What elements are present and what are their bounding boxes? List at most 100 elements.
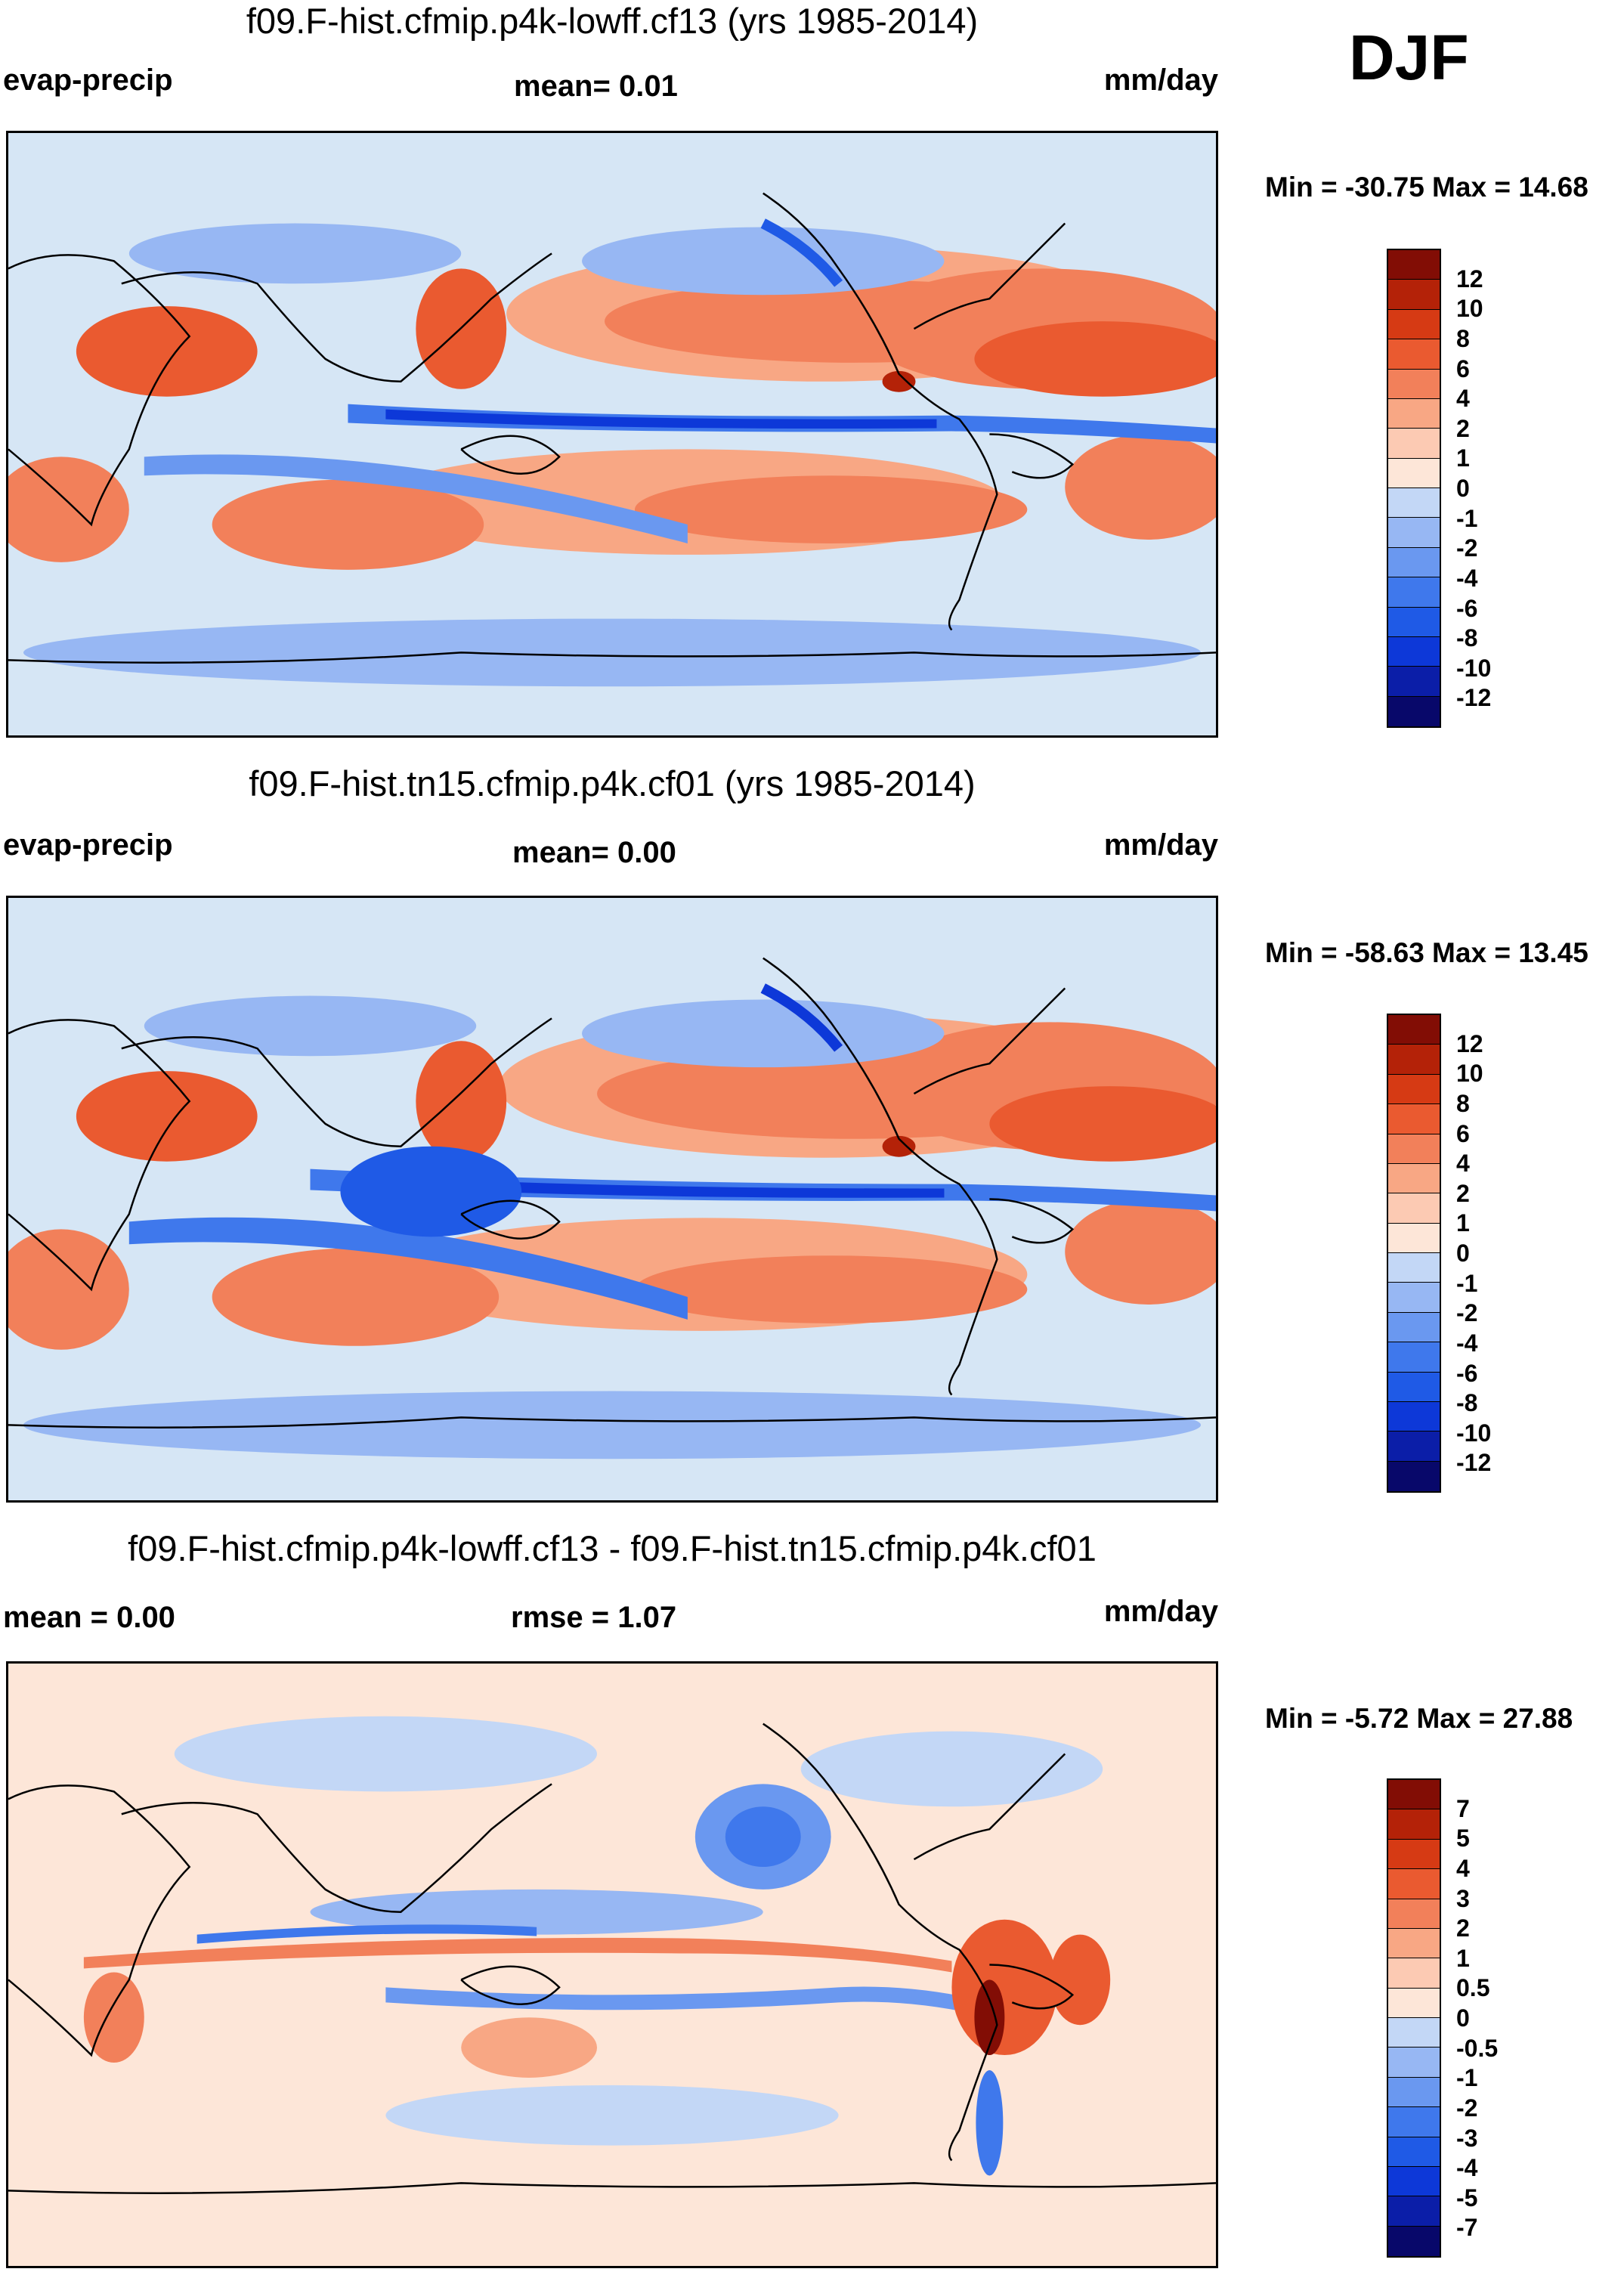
cbar-tick-label: -6 xyxy=(1456,1359,1478,1387)
cbar-tick-label: 12 xyxy=(1456,265,1483,292)
cbar-tick-label: 1 xyxy=(1456,444,1470,472)
cbar-swatch xyxy=(1388,369,1440,399)
panel3-units: mm/day xyxy=(1103,1595,1218,1628)
cbar-swatch xyxy=(1388,2018,1440,2048)
cbar-swatch xyxy=(1388,2166,1440,2197)
panel3-title: f09.F-hist.cfmip.p4k-lowff.cf13 - f09.F-… xyxy=(128,1528,1097,1568)
panel1-contour-field xyxy=(8,133,1216,735)
cbar-swatch xyxy=(1388,667,1440,697)
cbar-tick-label: 2 xyxy=(1456,414,1470,442)
panel2-title: f09.F-hist.tn15.cfmip.p4k.cf01 (yrs 1985… xyxy=(249,763,976,803)
panel3-contour-field xyxy=(8,1664,1216,2266)
panel2-contour-field xyxy=(8,898,1216,1500)
cbar-swatch xyxy=(1388,1461,1440,1491)
cbar-tick-label: -2 xyxy=(1456,534,1478,562)
cbar-swatch xyxy=(1388,518,1440,548)
cbar-tick-label: -6 xyxy=(1456,594,1478,622)
cbar-swatch xyxy=(1388,1988,1440,2018)
cbar-swatch xyxy=(1388,1223,1440,1253)
cbar-swatch xyxy=(1388,547,1440,578)
cbar-tick-label: -5 xyxy=(1456,2184,1478,2212)
cbar-tick-label: -8 xyxy=(1456,1389,1478,1417)
cbar-swatch xyxy=(1388,1015,1440,1045)
cbar-swatch xyxy=(1388,1104,1440,1134)
cbar-swatch xyxy=(1388,1342,1440,1373)
panel2-minmax: Min = -58.63 Max = 13.45 xyxy=(1265,937,1588,968)
cbar-swatch xyxy=(1388,1780,1440,1810)
panel3-minmax: Min = -5.72 Max = 27.88 xyxy=(1265,1703,1573,1734)
cbar-swatch xyxy=(1388,577,1440,608)
cbar-tick-label: -4 xyxy=(1456,1329,1478,1357)
cbar-tick-label: -2 xyxy=(1456,1299,1478,1327)
panel2-units: mm/day xyxy=(1103,828,1218,862)
panel2-map xyxy=(6,896,1218,1503)
panel1-left-label: evap-precip xyxy=(3,63,173,97)
cbar-tick-label: 1 xyxy=(1456,1944,1470,1972)
cbar-swatch xyxy=(1388,2196,1440,2227)
cbar-swatch xyxy=(1388,488,1440,518)
cbar-swatch xyxy=(1388,1074,1440,1105)
cbar-swatch xyxy=(1388,1372,1440,1402)
cbar-swatch xyxy=(1388,1163,1440,1194)
cbar-swatch xyxy=(1388,250,1440,280)
cbar-tick-label: 4 xyxy=(1456,385,1470,413)
cbar-swatch xyxy=(1388,2048,1440,2078)
cbar-tick-label: 7 xyxy=(1456,1794,1470,1822)
cbar-swatch xyxy=(1388,1869,1440,1899)
cbar-tick-label: -7 xyxy=(1456,2214,1478,2242)
cbar-swatch xyxy=(1388,1253,1440,1283)
cbar-tick-label: 12 xyxy=(1456,1029,1483,1057)
cbar-swatch xyxy=(1388,607,1440,637)
cbar-tick-label: 0 xyxy=(1456,475,1470,502)
cbar-swatch xyxy=(1388,280,1440,310)
panel3-map xyxy=(6,1661,1218,2268)
cbar-tick-label: -8 xyxy=(1456,624,1478,652)
cbar-tick-label: 3 xyxy=(1456,1884,1470,1912)
cbar-tick-label: -1 xyxy=(1456,2064,1478,2092)
panel1-map xyxy=(6,131,1218,738)
cbar-swatch xyxy=(1388,429,1440,459)
cbar-tick-label: -12 xyxy=(1456,684,1492,712)
cbar-tick-label: 6 xyxy=(1456,1119,1470,1147)
cbar-swatch xyxy=(1388,1312,1440,1343)
cbar-tick-label: 0 xyxy=(1456,2004,1470,2032)
cbar-swatch xyxy=(1388,309,1440,340)
cbar-tick-label: 0.5 xyxy=(1456,1974,1490,2002)
panel2-left-label: evap-precip xyxy=(3,828,173,862)
cbar-tick-label: -10 xyxy=(1456,654,1492,682)
cbar-swatch xyxy=(1388,1401,1440,1432)
panel2-colorbar-box xyxy=(1387,1014,1441,1493)
cbar-swatch xyxy=(1388,1899,1440,1929)
season-label: DJF xyxy=(1349,22,1469,93)
cbar-tick-label: -4 xyxy=(1456,2154,1478,2182)
cbar-swatch xyxy=(1388,1283,1440,1313)
cbar-swatch xyxy=(1388,398,1440,429)
cbar-tick-label: 0 xyxy=(1456,1240,1470,1267)
panel2-colorbar: 12 10 8 6 4 2 1 0 -1 -2 -4 -6 -8 -10 -12 xyxy=(1387,1014,1491,1493)
panel1-mean: mean= 0.01 xyxy=(514,70,678,103)
cbar-swatch xyxy=(1388,1928,1440,1959)
panel3-mean: mean = 0.00 xyxy=(3,1601,175,1634)
cbar-tick-label: -12 xyxy=(1456,1449,1492,1477)
cbar-swatch xyxy=(1388,2077,1440,2108)
cbar-swatch xyxy=(1388,1045,1440,1075)
cbar-tick-label: -10 xyxy=(1456,1419,1492,1447)
panel2-mean: mean= 0.00 xyxy=(512,836,676,869)
cbar-tick-label: 2 xyxy=(1456,1179,1470,1207)
cbar-swatch xyxy=(1388,1193,1440,1224)
cbar-tick-label: 8 xyxy=(1456,1089,1470,1117)
cbar-tick-label: 5 xyxy=(1456,1825,1470,1852)
cbar-swatch xyxy=(1388,1809,1440,1840)
cbar-tick-label: 1 xyxy=(1456,1209,1470,1237)
panel1-units: mm/day xyxy=(1103,63,1218,97)
panel1-minmax: Min = -30.75 Max = 14.68 xyxy=(1265,172,1588,203)
cbar-tick-label: 4 xyxy=(1456,1150,1470,1178)
cbar-swatch xyxy=(1388,636,1440,667)
panel3-colorbar-box xyxy=(1387,1778,1441,2258)
cbar-swatch xyxy=(1388,1432,1440,1462)
cbar-tick-label: -4 xyxy=(1456,564,1478,592)
cbar-swatch xyxy=(1388,458,1440,488)
panel1-colorbar-box xyxy=(1387,249,1441,728)
cbar-tick-label: 10 xyxy=(1456,295,1483,323)
cbar-tick-label: -0.5 xyxy=(1456,2034,1499,2062)
